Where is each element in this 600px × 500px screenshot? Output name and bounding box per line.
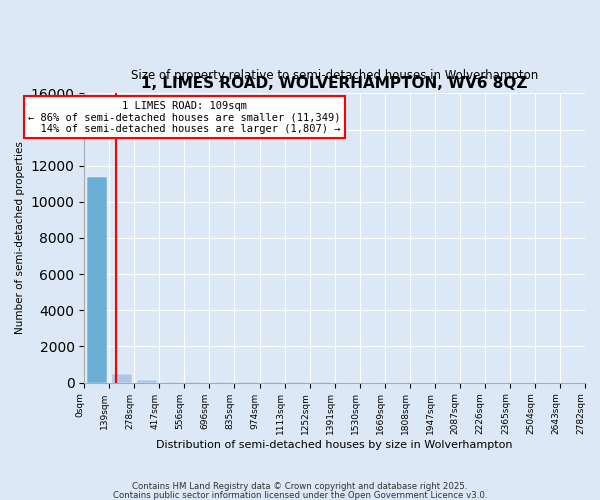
Text: Size of property relative to semi-detached houses in Wolverhampton: Size of property relative to semi-detach… xyxy=(131,69,538,82)
Text: 1 LIMES ROAD: 109sqm
← 86% of semi-detached houses are smaller (11,349)
  14% of: 1 LIMES ROAD: 109sqm ← 86% of semi-detac… xyxy=(28,100,341,134)
Title: 1, LIMES ROAD, WOLVERHAMPTON, WV6 8QZ: 1, LIMES ROAD, WOLVERHAMPTON, WV6 8QZ xyxy=(142,76,528,91)
Text: Contains public sector information licensed under the Open Government Licence v3: Contains public sector information licen… xyxy=(113,490,487,500)
Y-axis label: Number of semi-detached properties: Number of semi-detached properties xyxy=(15,142,25,334)
Text: Contains HM Land Registry data © Crown copyright and database right 2025.: Contains HM Land Registry data © Crown c… xyxy=(132,482,468,491)
X-axis label: Distribution of semi-detached houses by size in Wolverhampton: Distribution of semi-detached houses by … xyxy=(157,440,513,450)
Bar xyxy=(137,380,157,382)
Bar xyxy=(87,178,107,382)
Bar xyxy=(112,374,132,382)
